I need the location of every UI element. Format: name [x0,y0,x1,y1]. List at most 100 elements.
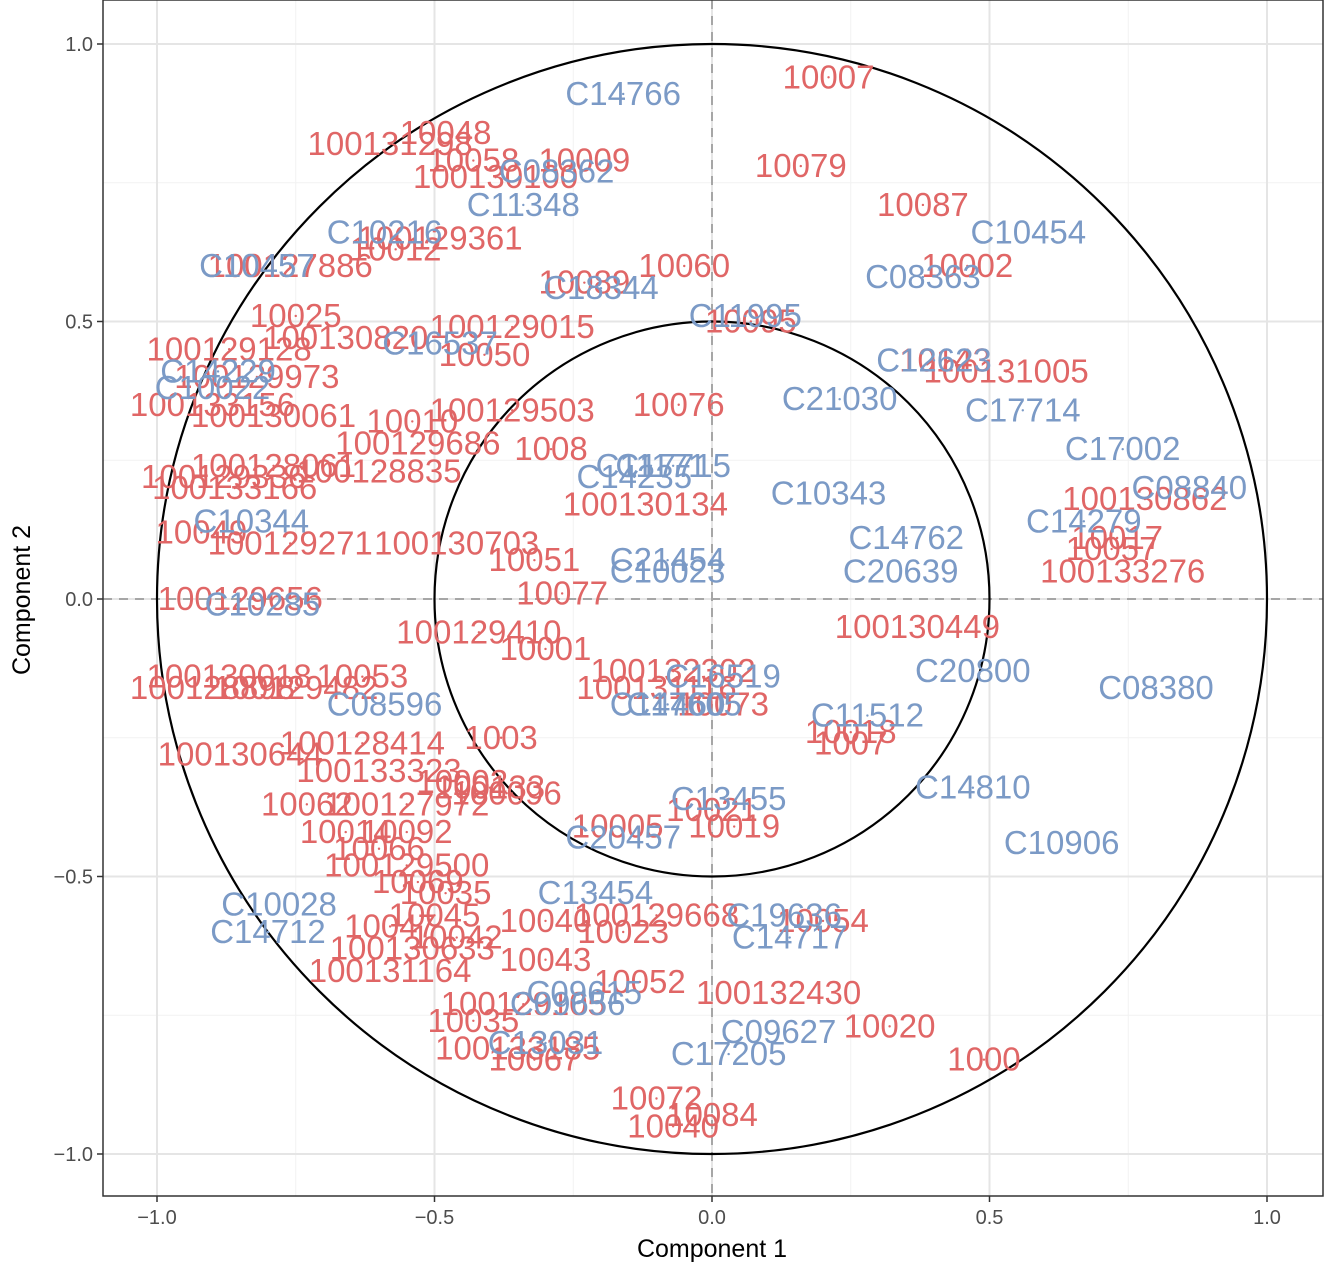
y-tick-label: −0.5 [54,867,93,889]
point-label: 10084 [666,1096,758,1133]
point-label: 100130100 [413,158,578,195]
point-label: 100133156 [130,386,295,423]
data-point [211,403,214,406]
data-point [866,714,869,717]
data-point [211,686,214,689]
point-label: 100129015 [430,308,595,345]
point-label: 100130633 [330,930,495,967]
point-label: 100130018 [147,658,312,695]
data-point [483,353,486,356]
point-label: 100131164 [309,952,472,989]
data-point [516,1047,519,1050]
data-point [622,92,625,96]
point-label: 10040 [627,1107,719,1144]
point-label: C10454 [971,214,1087,251]
point-label: 100129668 [574,896,739,933]
point-label: 100133166 [152,469,317,506]
data-point [383,703,386,706]
point-label: 10007 [783,58,875,95]
point-label: C08596 [327,685,443,722]
point-label: C14712 [210,913,326,950]
correlation-circles [155,42,1269,1156]
data-point [655,914,658,917]
point-label: 100131298 [308,125,473,162]
point-label: 10092 [361,813,453,850]
point-label: C14229 [160,352,276,389]
point-label: C20457 [565,819,681,856]
point-label: 10040 [500,902,592,939]
point-label: 10025 [250,297,342,334]
point-label: 10060 [638,247,730,284]
data-point [583,281,586,284]
point-label: C10344 [194,502,310,539]
data-point [294,314,297,318]
data-point [222,475,225,479]
reference-lines [103,0,1323,1196]
point-label: 10062 [261,785,353,822]
data-point [488,786,492,789]
data-point [405,830,408,834]
data-point [1188,486,1191,490]
point-label: C16519 [665,658,781,695]
point-label: 100130449 [835,608,1000,645]
data-point [971,786,975,789]
data-point [289,542,292,545]
point-label: 10069 [372,863,464,900]
data-point [1121,570,1124,573]
y-tick-label: 1.0 [65,34,93,56]
data-point [438,237,442,240]
data-point [377,470,381,473]
data-point [710,808,714,812]
data-point [211,386,214,390]
point-label: 10050 [439,336,531,373]
plot-panel-border [102,0,1324,1197]
data-point [377,769,381,773]
point-label: C13031 [488,1024,604,1061]
point-label: 100133276 [1040,552,1205,589]
data-point [721,703,725,706]
point-label: C17714 [965,391,1081,428]
point-label: C20639 [843,552,959,589]
point-label: 1007 [814,724,887,761]
point-label: C11348 [467,186,580,223]
point-label: C10022 [155,369,271,406]
point-label: C11512 [811,697,924,734]
data-point [416,880,420,884]
data-point [438,342,442,345]
point-label: 100132430 [696,974,861,1011]
data-point [499,736,503,739]
point-label: 10052 [594,963,686,1000]
data-point [227,675,231,678]
data-point [683,264,686,268]
point-label: 100130703 [374,525,539,562]
data-point [255,375,259,379]
data-point [388,925,392,928]
data-point [533,558,536,562]
data-point [544,1041,547,1045]
point-label: C10285 [205,586,321,623]
point-label: C10028 [221,885,337,922]
data-point [666,558,669,562]
point-label: 1003 [464,719,537,756]
point-label: 10009 [538,142,630,179]
data-point [622,930,625,934]
point-label: 10049 [156,513,248,550]
point-label: 100129482 [213,669,378,706]
data-point [671,1125,675,1128]
data-point [677,403,680,406]
data-point [721,675,725,678]
data-point [239,597,242,601]
data-point [788,936,791,939]
point-label: 100127886 [208,247,373,284]
x-tick-label: −0.5 [415,1207,454,1229]
point-label: C11995 [689,297,802,334]
point-label: C14717 [732,919,848,956]
data-point [727,1052,730,1056]
y-tick-label: 0.0 [65,589,93,611]
data-point [799,164,802,168]
y-axis-title: Component 2 [8,525,36,675]
x-tick-label: 0.0 [698,1207,726,1229]
point-label: 10076 [633,386,725,423]
data-point [782,914,786,917]
data-point [444,131,447,134]
